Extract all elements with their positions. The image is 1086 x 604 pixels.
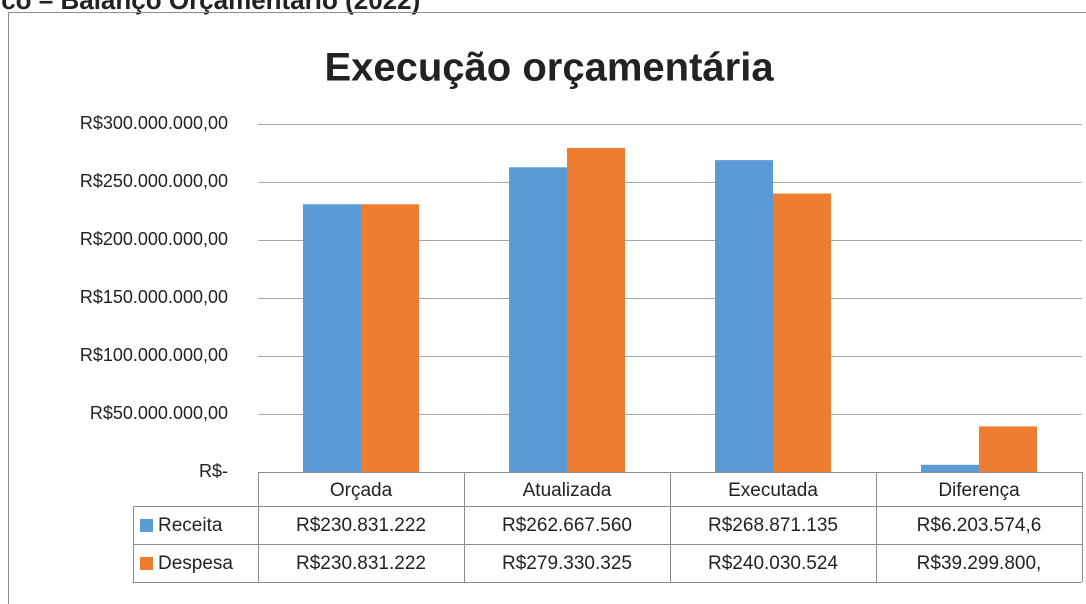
bar: [715, 160, 773, 472]
y-tick-label: R$250.000.000,00: [80, 171, 228, 191]
table-cell: R$240.030.524: [708, 553, 838, 574]
y-tick-label: R$-: [199, 461, 228, 481]
table-cell: R$230.831.222: [296, 515, 426, 536]
x-tick-label: Executada: [728, 480, 818, 501]
table-cell: R$6.203.574,6: [917, 515, 1042, 536]
bar: [303, 204, 361, 472]
y-tick-label: R$150.000.000,00: [80, 287, 228, 307]
y-tick-label: R$50.000.000,00: [90, 403, 228, 423]
bar: [773, 193, 831, 473]
table-cell: R$230.831.222: [296, 553, 426, 574]
legend-label: Receita: [158, 515, 223, 536]
bar: [921, 464, 979, 472]
legend-label: Despesa: [158, 553, 233, 574]
table-cell: R$262.667.560: [502, 515, 632, 536]
y-tick-label: R$100.000.000,00: [80, 345, 228, 365]
bar: [361, 204, 419, 472]
bar: [979, 426, 1037, 472]
x-tick-label: Diferença: [938, 480, 1020, 501]
x-tick-label: Atualizada: [523, 480, 612, 501]
y-tick-label: R$200.000.000,00: [80, 229, 228, 249]
caption: ico – Balanço Orçamentário (2022): [0, 0, 420, 15]
table-cell: R$39.299.800,: [917, 553, 1042, 574]
chart-title: Execução orçamentária: [324, 46, 774, 90]
x-tick-label: Orçada: [330, 480, 393, 501]
y-tick-label: R$300.000.000,00: [80, 113, 228, 133]
table-cell: R$268.871.135: [708, 515, 838, 536]
bar: [567, 147, 625, 473]
chart-border: [8, 12, 1086, 604]
bar: [509, 167, 567, 472]
legend-swatch: [140, 519, 153, 532]
table-cell: R$279.330.325: [502, 553, 632, 574]
legend-swatch: [140, 557, 153, 570]
